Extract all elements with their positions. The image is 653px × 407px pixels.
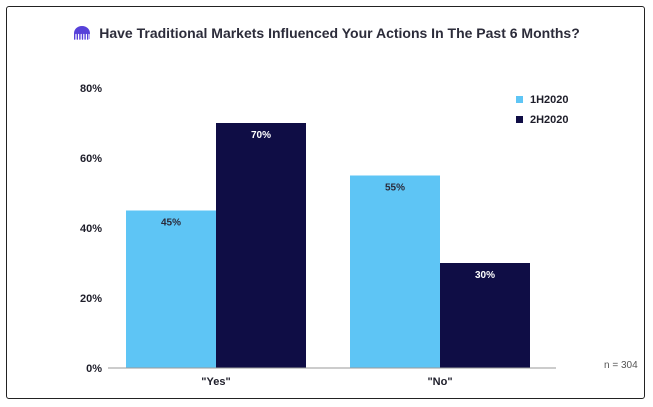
legend-swatch [516, 96, 523, 103]
legend-label: 2H2020 [530, 114, 569, 126]
bar-data-label: 45% [161, 218, 181, 229]
y-tick-label: 0% [86, 363, 102, 375]
bar-1h2020 [350, 175, 440, 368]
x-tick-label: "Yes" [201, 376, 230, 388]
chart-frame [6, 6, 645, 399]
y-tick-label: 40% [80, 223, 102, 235]
y-tick-label: 80% [80, 83, 102, 95]
legend-swatch [516, 116, 523, 123]
y-tick-label: 20% [80, 293, 102, 305]
bar-2h2020 [440, 263, 530, 368]
bar-data-label: 70% [251, 130, 271, 141]
legend-label: 1H2020 [530, 94, 569, 106]
sample-size-note: n = 304 [604, 360, 638, 371]
y-tick-label: 60% [80, 153, 102, 165]
bar-2h2020 [216, 123, 306, 368]
chart-title: Have Traditional Markets Influenced Your… [99, 25, 580, 41]
x-tick-label: "No" [427, 376, 452, 388]
kraken-logo-icon [74, 26, 91, 40]
bar-data-label: 55% [385, 183, 405, 194]
title-row: Have Traditional Markets Influenced Your… [0, 22, 653, 44]
bar-1h2020 [126, 210, 216, 368]
bar-data-label: 30% [475, 270, 495, 281]
